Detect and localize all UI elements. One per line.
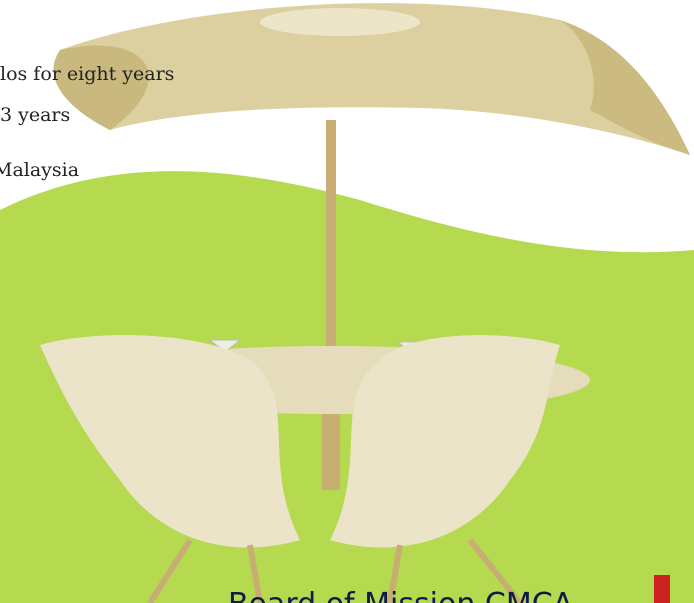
logo	[654, 575, 670, 603]
slide-art: los for eight years 3 years Malaysia Boa…	[0, 0, 694, 603]
footer-title: Board of Mission CMCA	[228, 587, 574, 603]
text-line: los for eight years	[0, 63, 174, 85]
pole	[326, 120, 336, 380]
text-line: Malaysia	[0, 159, 79, 181]
slide: los for eight years 3 years Malaysia Boa…	[0, 0, 694, 603]
umbrella-top	[260, 8, 420, 36]
text-line: 3 years	[0, 104, 70, 126]
